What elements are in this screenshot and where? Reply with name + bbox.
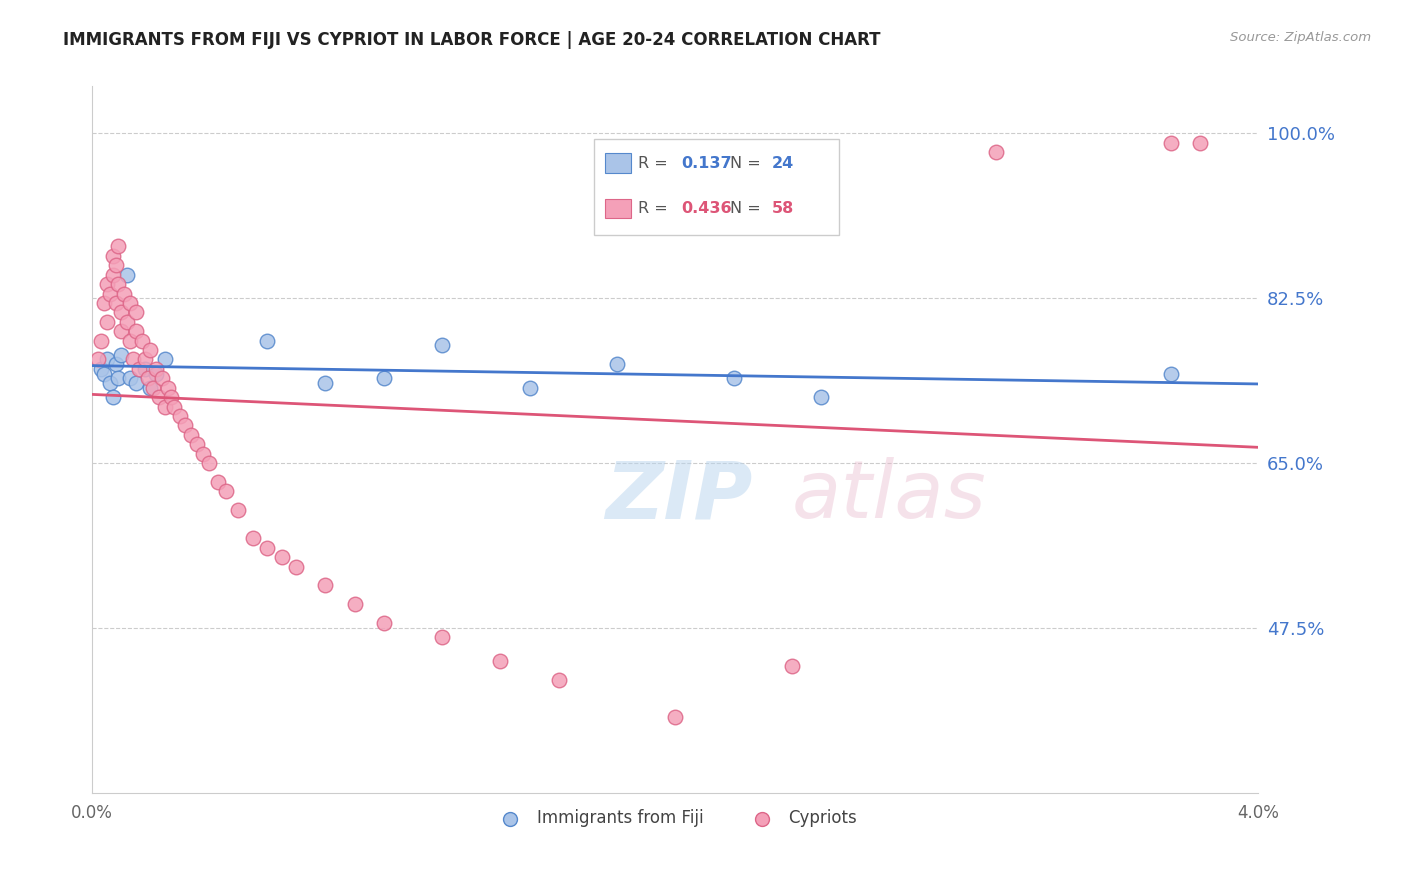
Point: [110, 324, 132, 338]
Point: [134, 362, 156, 376]
Text: N =: N =: [730, 201, 766, 216]
Point: [664, 710, 686, 724]
Point: [107, 277, 129, 292]
Point: [115, 315, 138, 329]
Point: [120, 371, 142, 385]
Point: [285, 559, 308, 574]
Point: [98, 376, 121, 390]
Point: [723, 371, 745, 385]
Point: [93, 296, 115, 310]
Point: [191, 447, 214, 461]
Point: [115, 268, 138, 282]
Point: [90, 334, 112, 348]
Point: [110, 348, 132, 362]
Text: IMMIGRANTS FROM FIJI VS CYPRIOT IN LABOR FORCE | AGE 20-24 CORRELATION CHART: IMMIGRANTS FROM FIJI VS CYPRIOT IN LABOR…: [63, 31, 880, 49]
Point: [93, 367, 115, 381]
Point: [1160, 367, 1182, 381]
Point: [198, 456, 221, 470]
Point: [984, 145, 1007, 160]
Point: [1189, 136, 1212, 150]
Point: [104, 357, 127, 371]
Point: [153, 352, 176, 367]
FancyBboxPatch shape: [593, 139, 838, 235]
Point: [120, 334, 142, 348]
Point: [256, 334, 278, 348]
Point: [112, 286, 135, 301]
Text: N =: N =: [730, 156, 766, 171]
Point: [186, 437, 208, 451]
Point: [142, 381, 165, 395]
Point: [139, 381, 162, 395]
Text: Source: ZipAtlas.com: Source: ZipAtlas.com: [1230, 31, 1371, 45]
Point: [125, 324, 148, 338]
Point: [110, 305, 132, 319]
Text: R =: R =: [638, 201, 673, 216]
Point: [120, 296, 142, 310]
Legend: Immigrants from Fiji, Cypriots: Immigrants from Fiji, Cypriots: [486, 803, 863, 834]
Point: [131, 334, 153, 348]
Text: ZIP: ZIP: [606, 457, 752, 535]
Point: [519, 381, 541, 395]
Point: [174, 418, 197, 433]
Point: [780, 658, 803, 673]
Point: [373, 616, 395, 631]
Point: [547, 673, 569, 687]
Point: [104, 258, 127, 272]
Point: [153, 400, 176, 414]
Text: R =: R =: [638, 156, 673, 171]
Point: [156, 381, 179, 395]
Point: [343, 597, 366, 611]
Point: [163, 400, 186, 414]
Point: [160, 390, 183, 404]
Point: [96, 277, 118, 292]
Point: [90, 362, 112, 376]
Point: [150, 371, 173, 385]
Text: 0.436: 0.436: [681, 201, 731, 216]
Text: 0.137: 0.137: [681, 156, 731, 171]
Point: [215, 484, 238, 499]
Point: [169, 409, 191, 423]
Text: atlas: atlas: [792, 457, 987, 535]
Point: [101, 390, 124, 404]
FancyBboxPatch shape: [606, 199, 631, 219]
Point: [125, 376, 148, 390]
Point: [122, 352, 145, 367]
Point: [226, 503, 249, 517]
Point: [139, 343, 162, 357]
Point: [134, 352, 156, 367]
Point: [96, 315, 118, 329]
Point: [242, 532, 264, 546]
Point: [430, 338, 453, 352]
Point: [270, 550, 292, 565]
Point: [145, 362, 167, 376]
Point: [430, 630, 453, 644]
Point: [104, 296, 127, 310]
Point: [207, 475, 229, 489]
Point: [107, 239, 129, 253]
Point: [125, 305, 148, 319]
Point: [180, 427, 202, 442]
Point: [314, 376, 336, 390]
Point: [606, 357, 628, 371]
Point: [128, 362, 150, 376]
Point: [373, 371, 395, 385]
Point: [314, 578, 336, 592]
Point: [101, 268, 124, 282]
Point: [489, 654, 512, 668]
Point: [148, 390, 170, 404]
Point: [98, 286, 121, 301]
Text: 58: 58: [772, 201, 794, 216]
FancyBboxPatch shape: [606, 153, 631, 173]
Point: [107, 371, 129, 385]
Text: 24: 24: [772, 156, 794, 171]
Point: [810, 390, 832, 404]
Point: [1160, 136, 1182, 150]
Point: [256, 541, 278, 555]
Point: [145, 367, 167, 381]
Point: [96, 352, 118, 367]
Point: [101, 249, 124, 263]
Point: [136, 371, 159, 385]
Point: [87, 352, 110, 367]
